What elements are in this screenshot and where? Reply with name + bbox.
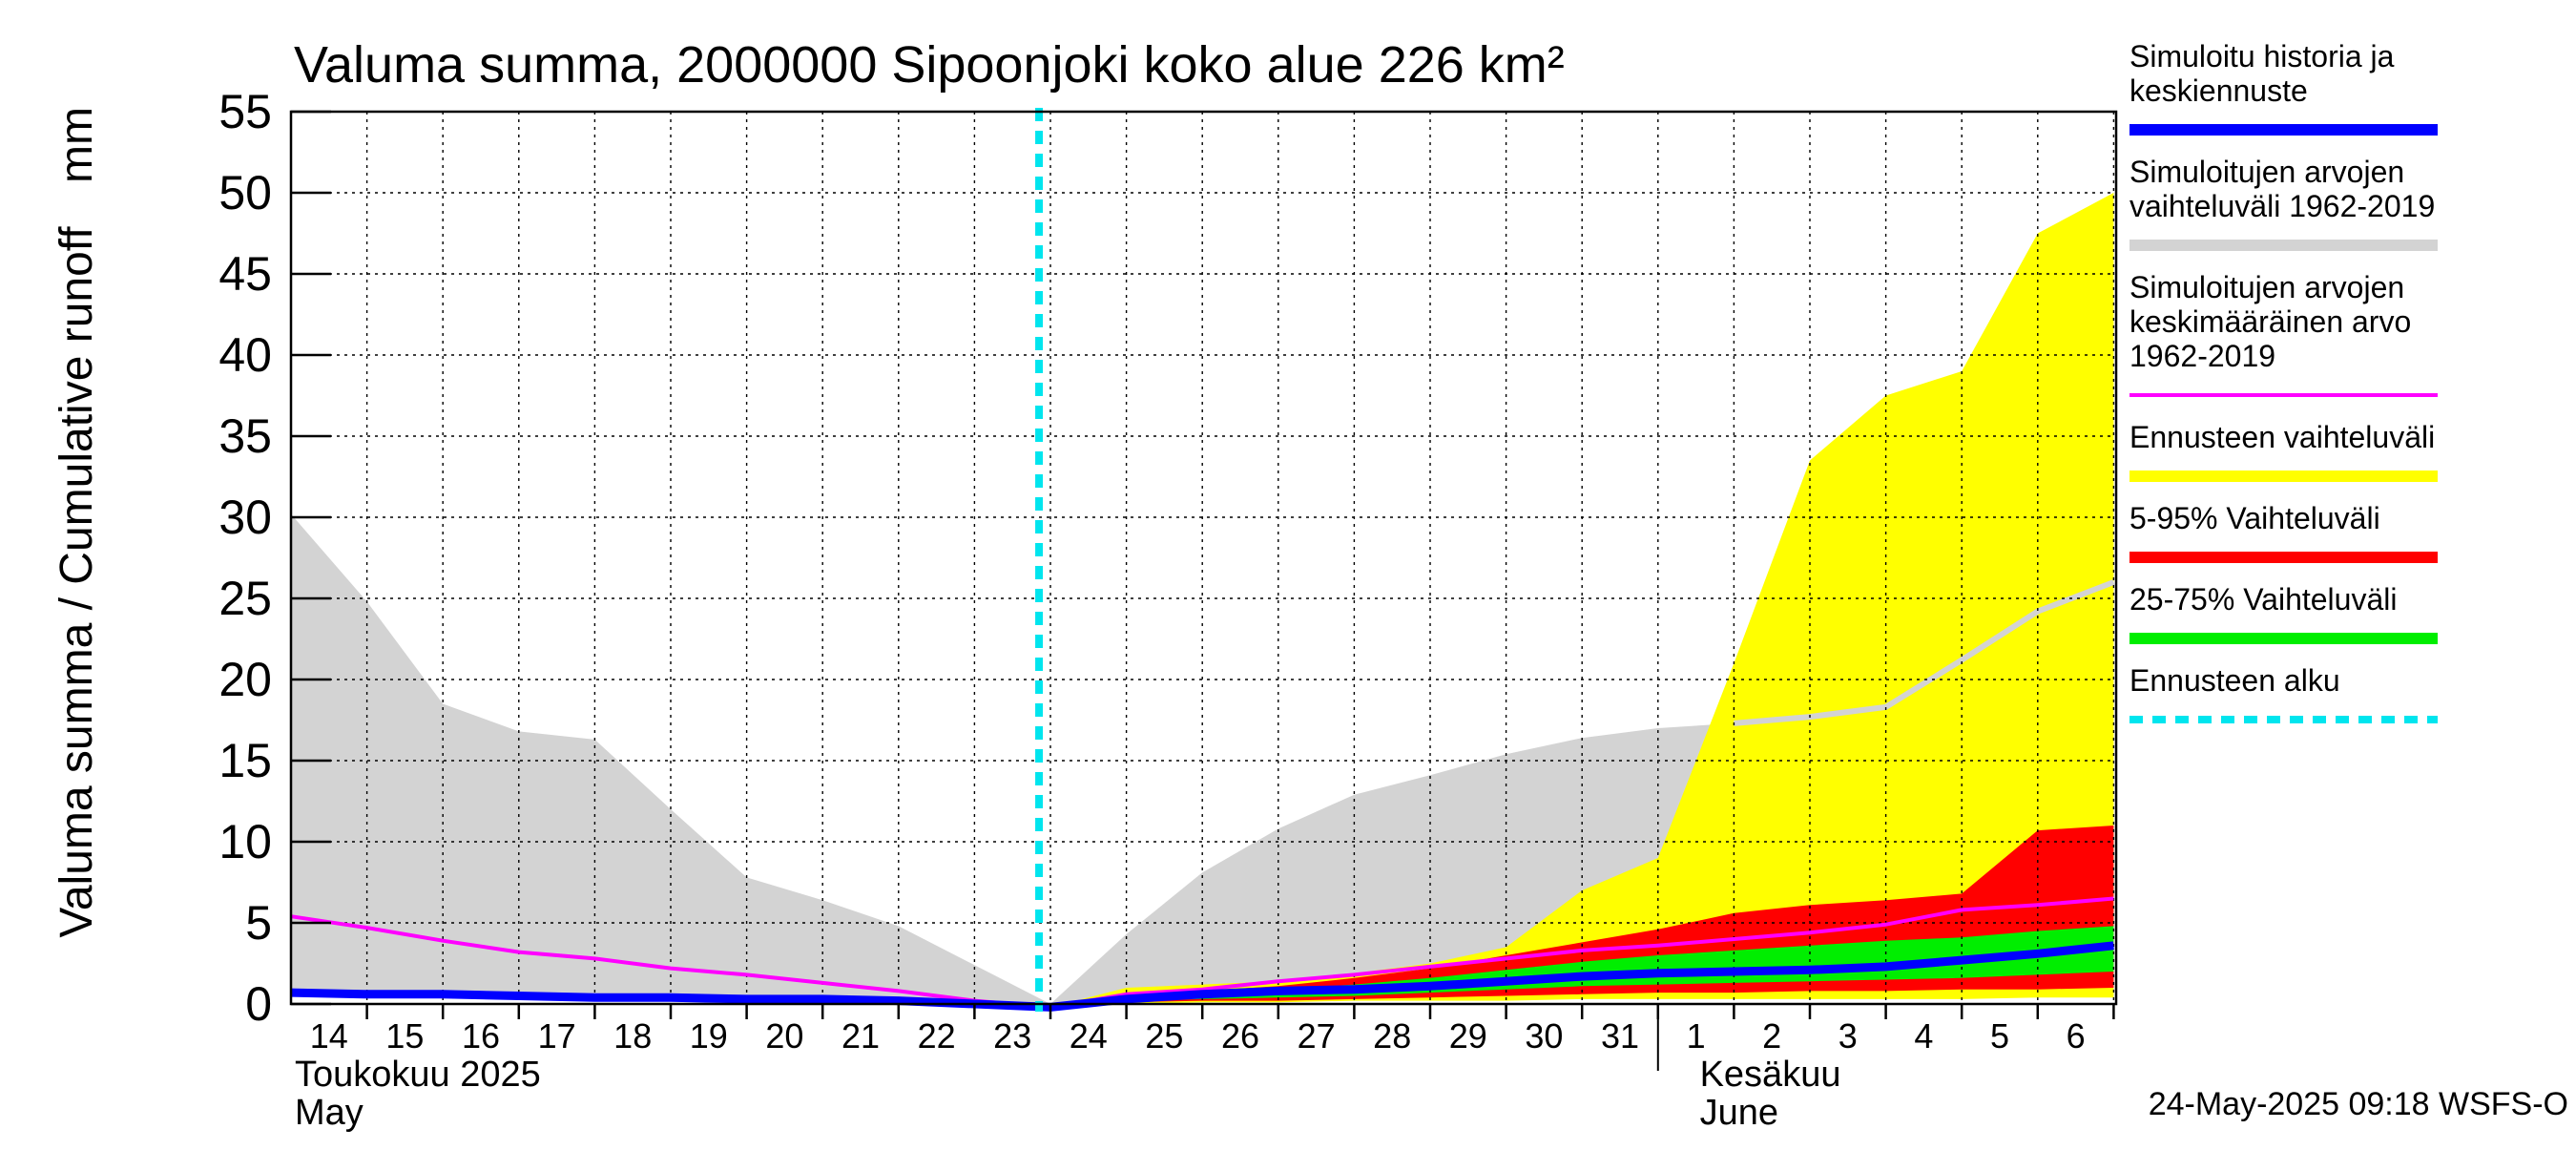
y-tick-label-5: 25	[218, 572, 272, 625]
x-tick-label-16: 30	[1525, 1016, 1563, 1056]
x-tick-label-2: 16	[462, 1016, 500, 1056]
legend-text-3-2: keskimääräinen arvo	[2129, 304, 2411, 339]
x-tick-label-23: 6	[2067, 1016, 2086, 1056]
x-tick-label-12: 26	[1221, 1016, 1259, 1056]
legend-text-6-1: 25-75% Vaihteluväli	[2129, 582, 2397, 617]
footer-timestamp: 24-May-2025 09:18 WSFS-O	[2149, 1086, 2568, 1122]
x-tick-label-3: 17	[538, 1016, 576, 1056]
x-tick-label-11: 25	[1145, 1016, 1183, 1056]
plot-frame	[289, 110, 2118, 1006]
x-tick-label-9: 23	[993, 1016, 1031, 1056]
x-tick-label-18: 1	[1687, 1016, 1706, 1056]
history-upper-line	[1734, 579, 2115, 726]
y-axis-label: Valuma summa / Cumulative runoff	[52, 226, 102, 938]
x-tick-label-13: 27	[1298, 1016, 1336, 1056]
forecast-band-1	[1050, 193, 2114, 1008]
x-tick-label-20: 3	[1839, 1016, 1858, 1056]
legend-text-2-1: Simuloitujen arvojen	[2129, 155, 2404, 189]
month-label-june-1: Kesäkuu	[1700, 1055, 1841, 1095]
month-label-may-1: Toukokuu 2025	[295, 1055, 541, 1095]
legend-text-3-1: Simuloitujen arvojen	[2129, 270, 2404, 304]
x-tick-label-4: 18	[613, 1016, 652, 1056]
legend-text-7-1: Ennusteen alku	[2129, 663, 2340, 698]
month-label-may-2: May	[295, 1093, 364, 1133]
y-tick-label-7: 35	[218, 409, 272, 463]
y-tick-label-4: 20	[218, 653, 272, 706]
y-tick-label-1: 5	[245, 896, 272, 950]
y-tick-label-2: 10	[218, 815, 272, 868]
x-tick-label-22: 5	[1990, 1016, 2009, 1056]
x-tick-label-5: 19	[690, 1016, 728, 1056]
series-line-1	[290, 896, 2114, 1010]
legend-text-3-3: 1962-2019	[2129, 339, 2275, 373]
legend-text-5-1: 5-95% Vaihteluväli	[2129, 501, 2380, 535]
x-tick-label-15: 29	[1449, 1016, 1487, 1056]
y-tick-label-8: 40	[218, 328, 272, 382]
x-tick-label-0: 14	[310, 1016, 348, 1056]
x-tick-label-7: 21	[841, 1016, 880, 1056]
series-line-2	[290, 941, 2114, 1012]
legend-text-1-2: keskiennuste	[2129, 73, 2308, 108]
x-tick-label-10: 24	[1070, 1016, 1108, 1056]
y-tick-label-6: 30	[218, 491, 272, 544]
y-tick-label-10: 50	[218, 166, 272, 220]
month-label-june-2: June	[1700, 1093, 1778, 1133]
y-tick-label-3: 15	[218, 734, 272, 787]
y-tick-label-11: 55	[218, 85, 272, 138]
y-tick-label-9: 45	[218, 247, 272, 301]
legend-text-1-1: Simuloitu historia ja	[2129, 39, 2395, 73]
x-tick-label-17: 31	[1601, 1016, 1639, 1056]
legend-text-2-2: vaihteluväli 1962-2019	[2129, 189, 2435, 223]
x-tick-label-8: 22	[918, 1016, 956, 1056]
x-tick-label-1: 15	[385, 1016, 424, 1056]
x-tick-label-19: 2	[1762, 1016, 1781, 1056]
x-tick-label-6: 20	[765, 1016, 803, 1056]
y-axis-unit: mm	[52, 107, 102, 183]
x-tick-label-14: 28	[1373, 1016, 1411, 1056]
legend-text-4-1: Ennusteen vaihteluväli	[2129, 420, 2435, 454]
chart-title: Valuma summa, 2000000 Sipoonjoki koko al…	[294, 36, 1565, 94]
x-tick-label-21: 4	[1914, 1016, 1933, 1056]
y-tick-label-0: 0	[245, 977, 272, 1031]
